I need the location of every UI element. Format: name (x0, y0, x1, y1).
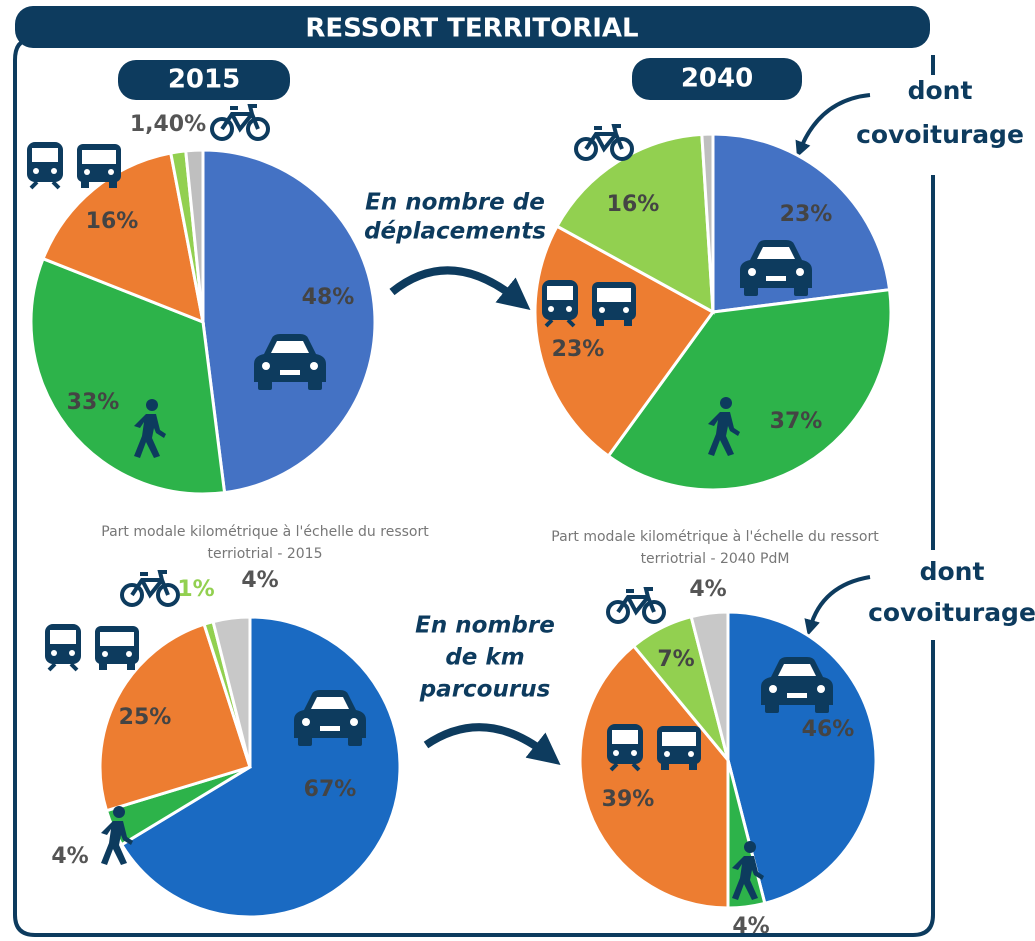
pie-slice (29, 256, 227, 496)
chart-title: Part modale kilométrique à l'échelle du … (101, 524, 429, 540)
pie-slice (533, 224, 716, 459)
note: dont (920, 557, 985, 586)
caption: déplacements (364, 219, 546, 245)
caption: parcourus (419, 677, 551, 703)
pie-slice (578, 643, 730, 910)
data-label: 39% (602, 787, 655, 812)
data-label: 46% (802, 717, 855, 742)
chart-title: Part modale kilométrique à l'échelle du … (551, 529, 879, 545)
pie-slice (700, 132, 715, 313)
data-label: 7% (657, 647, 694, 672)
arrow (423, 723, 561, 765)
transit-icon (43, 622, 141, 672)
pie-slice (689, 610, 730, 761)
pie-slice (41, 151, 205, 325)
chart-title: 2015 (168, 65, 240, 95)
frame (13, 38, 935, 937)
pie-slice (201, 148, 377, 495)
main-title: RESSORT TERRITORIAL (305, 14, 638, 44)
chart-title: 2040 (681, 64, 753, 94)
data-label: 37% (770, 409, 823, 434)
bike-icon (606, 587, 666, 624)
year-badge (632, 58, 802, 100)
caption: En nombre de (365, 190, 545, 216)
pie-slice (554, 132, 715, 315)
data-label: 4% (732, 914, 769, 939)
bike-icon (120, 570, 180, 607)
data-label: 33% (67, 390, 120, 415)
year-badge (118, 60, 290, 100)
pie-slice (184, 148, 205, 323)
data-label: 48% (302, 285, 355, 310)
data-label: 16% (86, 209, 139, 234)
transit-icon (25, 140, 123, 190)
caption: de km (445, 645, 524, 671)
caption: En nombre (415, 613, 555, 639)
pie-slice (211, 615, 252, 768)
chart-title: terriotrial - 2015 (207, 546, 322, 562)
pie-slice (98, 622, 252, 813)
arrow (804, 575, 871, 636)
note: covoiturage (856, 120, 1024, 149)
data-label: 4% (689, 577, 726, 602)
pie-slice (606, 288, 893, 492)
texts: 48% 33% 16% 1,40% 2015 23% 37% 23% 16% 2040 67% 4% 2… (51, 64, 1035, 940)
bike-icon (210, 104, 270, 141)
arrow (795, 93, 871, 158)
header-bar (15, 6, 930, 48)
note: covoiturage (868, 598, 1035, 627)
bike-icon (574, 124, 634, 161)
chart-title: terriotrial - 2040 PdM (641, 551, 790, 567)
data-label: 67% (304, 777, 357, 802)
data-label: 23% (780, 202, 833, 227)
data-label: 23% (552, 337, 605, 362)
data-label: 4% (241, 568, 278, 593)
data-label: 1,40% (130, 112, 206, 137)
data-label: 4% (51, 844, 88, 869)
note: dont (908, 76, 973, 105)
data-label: 25% (119, 705, 172, 730)
data-label: 16% (607, 192, 660, 217)
data-label: 1% (177, 577, 214, 602)
arrow (389, 266, 531, 311)
